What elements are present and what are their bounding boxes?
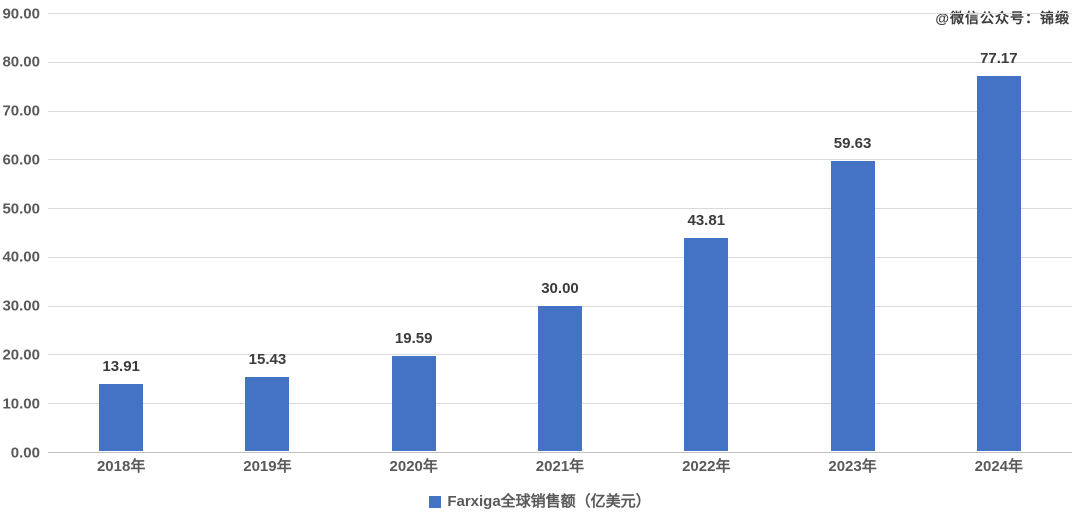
bar-value-label: 13.91 — [102, 358, 140, 376]
x-tick-label: 2024年 — [974, 458, 1024, 475]
y-tick-label: 20.00 — [2, 346, 40, 364]
y-tick-label: 40.00 — [2, 248, 40, 266]
y-tick-label: 30.00 — [2, 297, 40, 315]
bar-value-label: 77.17 — [980, 49, 1018, 67]
y-tick-label: 50.00 — [2, 200, 40, 218]
bar-value-label: 19.59 — [394, 330, 433, 348]
y-tick-label: 60.00 — [2, 151, 40, 169]
y-tick-label: 10.00 — [2, 395, 40, 413]
x-tick-label: 2022年 — [682, 458, 731, 475]
gridline — [48, 208, 1072, 210]
y-tick-label: 80.00 — [2, 53, 40, 71]
bar — [538, 305, 582, 451]
gridline — [48, 61, 1072, 63]
bar — [684, 238, 729, 451]
legend-swatch-icon — [429, 495, 442, 508]
bar-value-label: 43.81 — [687, 212, 726, 230]
x-tick-label: 2019年 — [243, 458, 292, 475]
bar — [245, 376, 290, 451]
x-tick-label: 2021年 — [535, 458, 585, 475]
x-tick-label: 2023年 — [828, 458, 877, 475]
gridline — [48, 13, 1072, 14]
x-axis-line — [48, 452, 1072, 453]
bar — [830, 161, 875, 451]
bar — [99, 384, 144, 451]
bar — [391, 356, 436, 451]
bar-value-label: 15.43 — [248, 350, 287, 368]
chart-legend: Farxiga全球销售额（亿美元） — [0, 494, 1080, 509]
y-tick-label: 90.00 — [2, 5, 40, 22]
y-tick-label: 70.00 — [2, 102, 40, 120]
y-tick-label: 0.00 — [10, 444, 40, 461]
gridline — [48, 110, 1072, 112]
bar-value-label: 30.00 — [541, 279, 579, 297]
bar — [976, 75, 1021, 451]
watermark-text: @微信公众号：锦缎 — [935, 10, 1070, 26]
bar-value-label: 59.63 — [833, 135, 872, 153]
gridline — [48, 159, 1072, 161]
x-tick-label: 2020年 — [389, 458, 438, 475]
gridline — [48, 256, 1072, 258]
legend-series-label: Farxiga全球销售额（亿美元） — [447, 493, 651, 510]
x-tick-label: 2018年 — [96, 458, 146, 475]
